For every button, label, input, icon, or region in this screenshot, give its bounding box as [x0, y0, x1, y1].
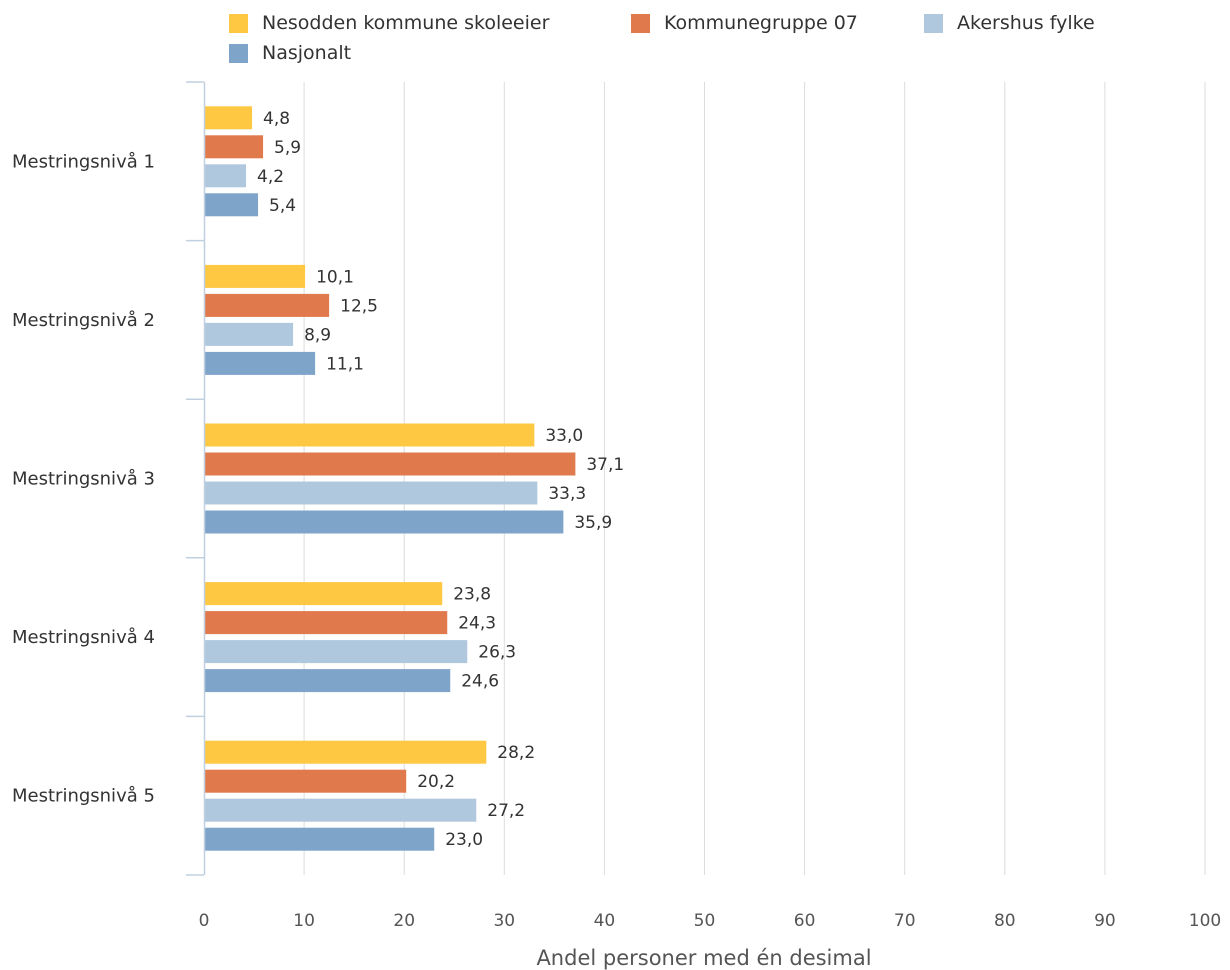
category-label-mestringsniva-2: Mestringsnivå 2: [12, 310, 155, 331]
bar-nesodden-kommune-skoleeier-mestringsniva-5: [205, 740, 487, 764]
x-tick-label-100: 100: [1189, 911, 1221, 931]
x-tick-label-70: 70: [894, 911, 916, 931]
legend-label-nesodden-kommune-skoleeier: Nesodden kommune skoleeier: [262, 12, 550, 34]
legend-item-nasjonalt[interactable]: Nasjonalt: [229, 42, 351, 64]
bar-nesodden-kommune-skoleeier-mestringsniva-1: [205, 106, 253, 130]
x-tick-label-90: 90: [1094, 911, 1116, 931]
axes: 0 10 20 30 40 50 60 70 80 90 100 Mestringsnivå 1 Mes…: [12, 81, 1221, 931]
x-tick-label-0: 0: [199, 911, 210, 931]
x-tick-label-50: 50: [694, 911, 716, 931]
x-tick-label-60: 60: [794, 911, 816, 931]
chart-legend: Nesodden kommune skoleeier Kommunegruppe …: [0, 0, 1230, 70]
data-label-nasjonalt-mestringsniva-1: 5,4: [269, 196, 296, 216]
data-label-nesodden-kommune-skoleeier-mestringsniva-2: 10,1: [316, 267, 354, 287]
legend-label-akershus-fylke: Akershus fylke: [957, 12, 1095, 34]
bar-kommunegruppe-07-mestringsniva-5: [205, 769, 407, 793]
x-tick-label-80: 80: [994, 911, 1016, 931]
bars: 4,8 5,9 4,2 5,4 10,1 12,5 8,9 11,1 33,037,133,3 3…: [205, 106, 624, 851]
x-axis-title: Andel personer med én desimal: [536, 946, 871, 970]
category-label-mestringsniva-1: Mestringsnivå 1: [12, 151, 155, 172]
legend-label-nasjonalt: Nasjonalt: [262, 42, 352, 64]
bar-nasjonalt-mestringsniva-1: [205, 193, 259, 217]
bar-akershus-fylke-mestringsniva-1: [205, 164, 247, 188]
bar-akershus-fylke-mestringsniva-2: [205, 322, 294, 346]
data-label-nasjonalt-mestringsniva-3: 35,9: [574, 513, 612, 533]
data-label-nesodden-kommune-skoleeier-mestringsniva-1: 4,8: [263, 109, 290, 129]
bar-akershus-fylke-mestringsniva-4: [205, 640, 468, 664]
data-label-nasjonalt-mestringsniva-4: 24,6: [461, 672, 499, 692]
bar-nasjonalt-mestringsniva-5: [205, 827, 435, 851]
legend-label-kommunegruppe-07: Kommunegruppe 07: [664, 12, 858, 34]
category-label-mestringsniva-5: Mestringsnivå 5: [12, 786, 155, 807]
legend-item-kommunegruppe-07[interactable]: Kommunegruppe 07: [631, 12, 858, 34]
data-label-nesodden-kommune-skoleeier-mestringsniva-3: 33,0: [545, 426, 583, 446]
data-label-akershus-fylke-mestringsniva-4: 26,3: [478, 643, 516, 663]
data-label-nesodden-kommune-skoleeier-mestringsniva-4: 23,8: [453, 585, 491, 605]
bar-nasjonalt-mestringsniva-3: [205, 510, 564, 534]
category-label-mestringsniva-3: Mestringsnivå 3: [12, 469, 155, 490]
x-tick-label-20: 20: [393, 911, 415, 931]
data-label-kommunegruppe-07-mestringsniva-4: 24,3: [458, 614, 496, 634]
data-label-kommunegruppe-07-mestringsniva-5: 20,2: [417, 772, 455, 792]
legend-swatch-nasjonalt: [229, 43, 248, 63]
bar-nesodden-kommune-skoleeier-mestringsniva-2: [205, 264, 306, 288]
data-label-akershus-fylke-mestringsniva-1: 4,2: [257, 167, 284, 187]
data-label-nasjonalt-mestringsniva-2: 11,1: [326, 354, 364, 374]
data-label-akershus-fylke-mestringsniva-2: 8,9: [304, 325, 331, 345]
bar-kommunegruppe-07-mestringsniva-2: [205, 293, 330, 317]
data-label-akershus-fylke-mestringsniva-5: 27,2: [487, 801, 525, 821]
data-label-kommunegruppe-07-mestringsniva-2: 12,5: [340, 296, 378, 316]
bar-nasjonalt-mestringsniva-2: [205, 351, 316, 375]
bar-nesodden-kommune-skoleeier-mestringsniva-3: [205, 423, 535, 447]
legend-item-akershus-fylke[interactable]: Akershus fylke: [924, 12, 1095, 34]
legend-swatch-akershus-fylke: [924, 13, 943, 33]
bar-kommunegruppe-07-mestringsniva-1: [205, 135, 264, 159]
bar-akershus-fylke-mestringsniva-3: [205, 481, 538, 505]
legend-swatch-kommunegruppe-07: [631, 13, 650, 33]
data-label-kommunegruppe-07-mestringsniva-1: 5,9: [274, 138, 301, 158]
data-label-kommunegruppe-07-mestringsniva-3: 37,1: [586, 455, 624, 475]
bar-akershus-fylke-mestringsniva-5: [205, 798, 477, 822]
data-label-nasjonalt-mestringsniva-5: 23,0: [445, 830, 483, 850]
gridlines: [303, 82, 1206, 875]
data-label-nesodden-kommune-skoleeier-mestringsniva-5: 28,2: [497, 743, 535, 763]
legend-swatch-nesodden-kommune-skoleeier: [229, 13, 248, 33]
category-label-mestringsniva-4: Mestringsnivå 4: [12, 627, 155, 648]
data-label-akershus-fylke-mestringsniva-3: 33,3: [548, 484, 586, 504]
x-tick-label-10: 10: [293, 911, 315, 931]
x-tick-label-30: 30: [493, 911, 515, 931]
x-tick-label-40: 40: [594, 911, 616, 931]
bar-kommunegruppe-07-mestringsniva-3: [205, 452, 576, 476]
bar-kommunegruppe-07-mestringsniva-4: [205, 611, 448, 635]
legend-item-nesodden-kommune-skoleeier[interactable]: Nesodden kommune skoleeier: [229, 12, 549, 34]
bar-nesodden-kommune-skoleeier-mestringsniva-4: [205, 582, 443, 606]
bar-nasjonalt-mestringsniva-4: [205, 669, 451, 693]
